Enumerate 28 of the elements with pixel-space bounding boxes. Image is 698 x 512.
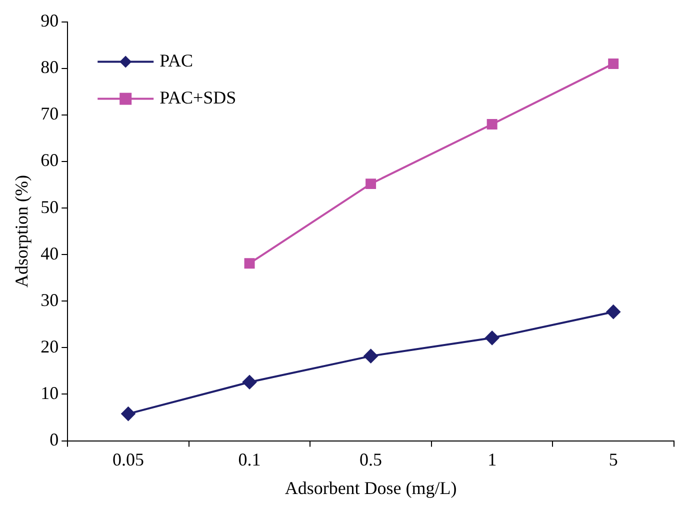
y-tick-label: 0 (50, 430, 59, 450)
point (364, 349, 378, 364)
y-tick-label: 20 (40, 336, 59, 356)
y-tick-label: 40 (40, 243, 59, 264)
point (486, 118, 498, 130)
x-tick-label: 0.1 (238, 449, 261, 470)
point (244, 258, 255, 269)
y-tick-label: 70 (40, 104, 59, 124)
y-tick-label: 90 (40, 10, 59, 31)
point (606, 304, 620, 319)
y-axis-title: Adsorption (%) (12, 175, 32, 288)
y-tick-label: 80 (40, 57, 59, 78)
y-tick-label: 60 (40, 150, 59, 170)
x-tick-label: 5 (608, 449, 618, 470)
point (608, 58, 619, 69)
legend-label: PAC (160, 50, 193, 71)
x-tick-label: 0.05 (112, 449, 144, 470)
point (121, 406, 136, 421)
y-tick-label: 50 (40, 196, 59, 217)
x-tick-label: 0.5 (360, 449, 382, 470)
y-tick-label: 10 (40, 382, 59, 403)
x-tick-label: 1 (488, 449, 497, 470)
point (242, 375, 257, 390)
point (366, 178, 376, 190)
legend-label: PAC+SDS (160, 88, 236, 108)
x-axis-title: Adsorbent Dose (mg/L) (284, 478, 457, 498)
y-tick-label: 30 (40, 290, 59, 310)
point (485, 330, 500, 345)
